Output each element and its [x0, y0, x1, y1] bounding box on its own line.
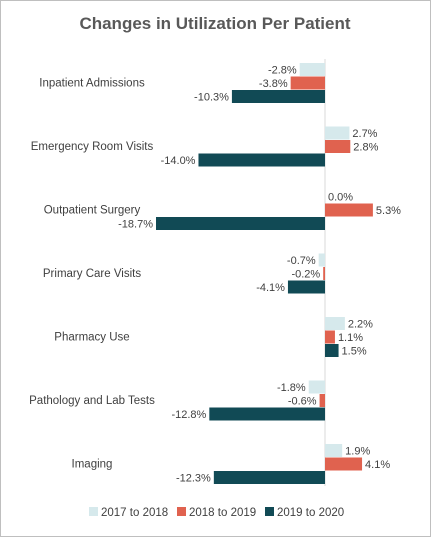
- data-label: 1.1%: [338, 332, 363, 344]
- category-label: Pathology and Lab Tests: [29, 395, 155, 407]
- category-label: Outpatient Surgery: [44, 205, 141, 217]
- bar: [287, 280, 325, 294]
- data-label: -10.3%: [194, 92, 229, 104]
- data-label: -0.6%: [288, 396, 317, 408]
- bar: [323, 267, 325, 280]
- category-label: Emergency Room Visits: [31, 141, 154, 153]
- category-label: Pharmacy Use: [54, 332, 129, 344]
- bar: [299, 63, 325, 76]
- data-label: 5.3%: [376, 205, 401, 217]
- bar: [325, 126, 350, 140]
- data-label: -2.8%: [268, 65, 297, 77]
- legend-swatch: [265, 507, 274, 516]
- data-label: -1.8%: [277, 382, 306, 394]
- bar: [325, 203, 373, 217]
- bar: [198, 153, 325, 167]
- legend-label: 2018 to 2019: [189, 507, 256, 519]
- data-label: -3.8%: [259, 78, 288, 90]
- bar: [231, 90, 325, 103]
- bar: [325, 317, 345, 330]
- category-label: Imaging: [72, 459, 113, 471]
- data-label: 4.1%: [365, 459, 390, 471]
- labels-layer: Inpatient Admissions -2.8%-3.8% -10.3% Emer…: [29, 65, 401, 485]
- data-label: -12.8%: [171, 409, 206, 421]
- data-label: -4.1%: [256, 282, 285, 294]
- bar: [325, 140, 351, 153]
- legend-label: 2017 to 2018: [101, 507, 168, 519]
- category-label: Primary Care Visits: [43, 268, 141, 280]
- bar: [325, 444, 343, 457]
- bar: [319, 394, 325, 407]
- bar: [213, 471, 325, 484]
- data-label: -0.2%: [291, 269, 320, 281]
- legend-swatch: [177, 507, 186, 516]
- data-label: 2.8%: [353, 142, 378, 154]
- bar: [325, 344, 339, 357]
- category-label: Inpatient Admissions: [39, 78, 145, 90]
- bar: [325, 457, 363, 471]
- bar: [325, 330, 335, 344]
- legend-label: 2019 to 2020: [277, 507, 344, 519]
- bar: [156, 217, 325, 230]
- data-label: -14.0%: [161, 155, 196, 167]
- bar: [209, 407, 325, 421]
- bar: [318, 253, 325, 267]
- data-label: 1.5%: [342, 346, 367, 358]
- legend: 2017 to 2018 2018 to 2019 2019 to 2020: [89, 507, 344, 519]
- legend-swatch: [89, 507, 98, 516]
- bars-layer: [156, 63, 373, 484]
- data-label: 2.7%: [352, 128, 377, 140]
- data-label: -12.3%: [176, 473, 211, 485]
- data-label: 0.0%: [328, 192, 353, 204]
- bar: [308, 380, 325, 394]
- data-label: -0.7%: [287, 255, 316, 267]
- data-label: -18.7%: [118, 219, 153, 231]
- chart-title: Changes in Utilization Per Patient: [79, 14, 350, 33]
- bar: [290, 76, 325, 90]
- data-label: 1.9%: [345, 446, 370, 458]
- data-label: 2.2%: [348, 319, 373, 331]
